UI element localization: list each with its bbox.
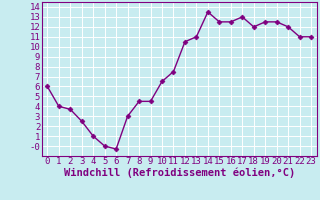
X-axis label: Windchill (Refroidissement éolien,°C): Windchill (Refroidissement éolien,°C) (64, 168, 295, 178)
